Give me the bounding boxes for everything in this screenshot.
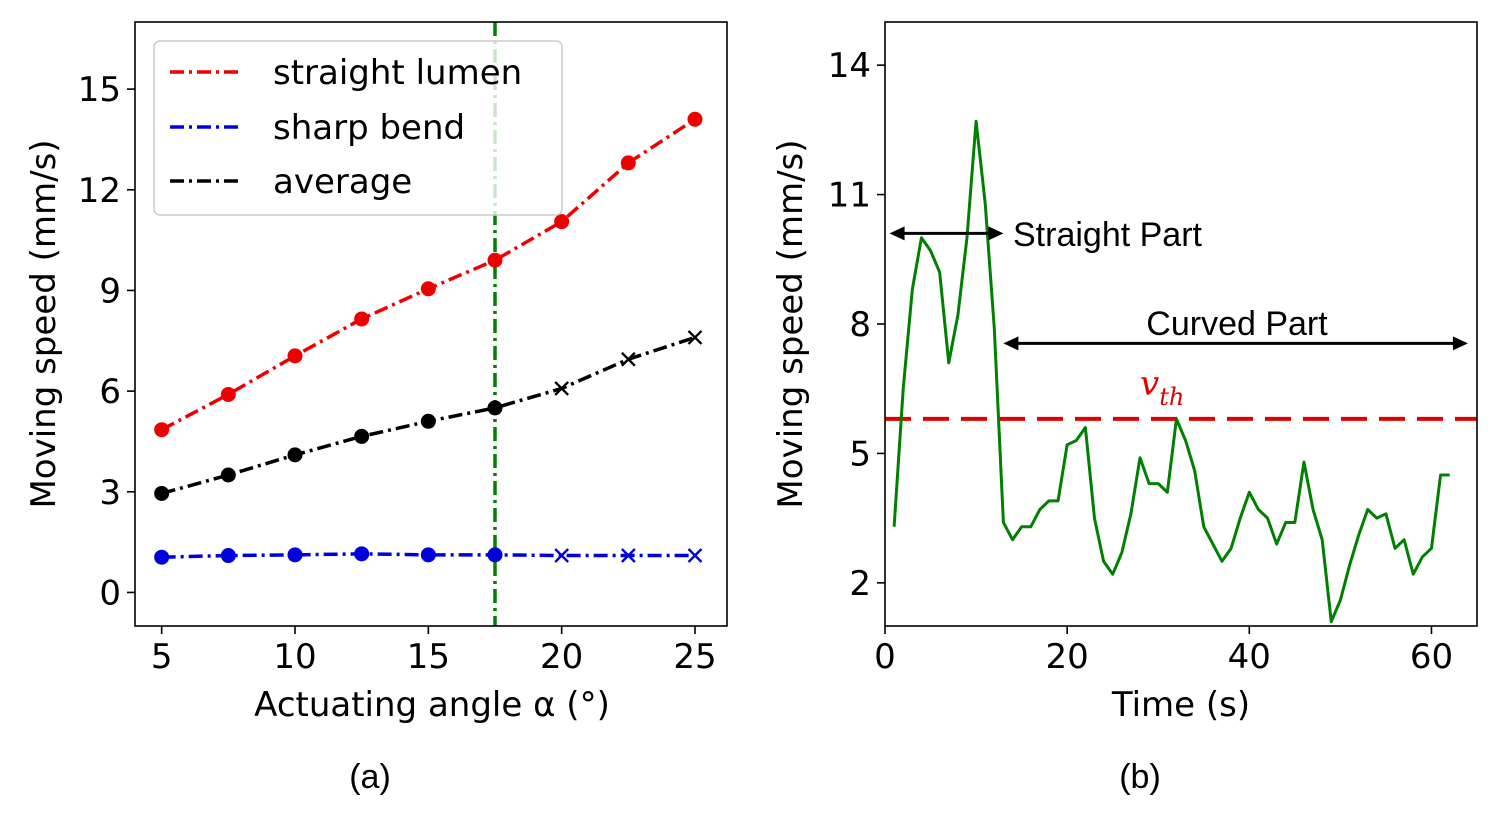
panel-a-series-layer — [154, 22, 703, 626]
panel-a-y-tick-label: 0 — [99, 573, 121, 613]
data-point-straight-lumen — [554, 214, 570, 230]
data-point-average — [554, 381, 570, 396]
threshold-symbol: v — [1140, 364, 1159, 404]
threshold-subscript: th — [1159, 383, 1184, 411]
data-point-sharp-bend — [487, 547, 503, 563]
data-point-sharp-bend — [354, 546, 370, 562]
x-marker-stroke — [620, 351, 636, 367]
panel-b-x-tick-label: 40 — [1228, 637, 1271, 677]
annotation-arrow-curved-part — [1003, 336, 1468, 351]
panel-a-legend: straight lumen sharp bend average — [153, 40, 563, 216]
panel-a-x-tick-label: 20 — [540, 637, 583, 677]
panel-b-y-tick-label: 14 — [828, 46, 871, 86]
data-point-average — [287, 447, 303, 463]
panel-b-y-tick-label: 5 — [849, 434, 871, 474]
panel-a-y-axis-label: Moving speed (mm/s) — [24, 139, 64, 508]
data-point-sharp-bend — [554, 548, 570, 563]
x-marker-stroke — [687, 330, 703, 345]
panel-b-y-tick-label: 8 — [849, 305, 871, 345]
data-point-straight-lumen — [620, 155, 636, 171]
panel-a-x-tick-label: 25 — [673, 637, 716, 677]
data-point-sharp-bend — [287, 547, 303, 563]
panel-b-ticks: 0 20 40 60 2 5 8 11 14 — [828, 46, 1453, 677]
panel-a-x-tick-label: 15 — [407, 637, 450, 677]
data-point-straight-lumen — [687, 111, 703, 127]
x-marker-stroke — [620, 548, 636, 563]
panel-a-ticks: 5 10 15 20 25 0 3 6 9 12 15 — [78, 70, 717, 677]
threshold-label: vth — [1140, 364, 1184, 411]
panel-b-x-tick-label: 60 — [1410, 637, 1453, 677]
x-marker-stroke — [554, 548, 570, 563]
data-point-sharp-bend — [220, 548, 236, 564]
arrow-head-right — [988, 226, 1004, 241]
data-point-straight-lumen — [354, 311, 370, 327]
panel-a-y-tick-label: 15 — [78, 70, 121, 110]
arrow-head-left — [1003, 336, 1019, 351]
data-point-sharp-bend — [620, 548, 636, 563]
arrow-head-left — [889, 226, 905, 241]
legend-label-straight-lumen: straight lumen — [273, 53, 522, 93]
panel-a-x-tick-label: 10 — [273, 637, 316, 677]
panel-b-y-tick-label: 2 — [849, 564, 871, 604]
panel-b-plot-frame — [884, 21, 1478, 627]
panel-a-y-tick-label: 12 — [78, 171, 121, 211]
panel-b-caption: (b) — [1119, 758, 1161, 796]
x-marker-stroke — [554, 381, 570, 396]
panel-b-x-tick-label: 20 — [1046, 637, 1089, 677]
series-line-speed — [892, 119, 1450, 624]
panel-a-y-tick-label: 9 — [99, 271, 121, 311]
data-point-sharp-bend — [154, 549, 170, 565]
panel-a-x-axis-label: Actuating angle α (°) — [254, 685, 610, 725]
panel-b-y-tick-label: 11 — [828, 176, 871, 216]
data-point-straight-lumen — [420, 281, 436, 297]
panel-a-y-tick-label: 3 — [99, 473, 121, 513]
legend-box — [153, 40, 563, 216]
data-point-average — [487, 400, 503, 416]
panel-a-caption: (a) — [349, 758, 391, 796]
panel-b-y-axis-label: Moving speed (mm/s) — [771, 139, 811, 508]
series-line-sharp-bend — [161, 552, 695, 559]
panel-b-chart: 0 20 40 60 2 5 8 11 14 vth Straight Part Curved … — [771, 21, 1478, 796]
legend-label-average: average — [273, 162, 412, 202]
legend-label-sharp-bend: sharp bend — [273, 108, 465, 148]
panel-a-y-tick-label: 6 — [99, 372, 121, 412]
panel-a-plot-frame — [134, 21, 728, 627]
data-point-straight-lumen — [154, 422, 170, 438]
annotation-straight-part: Straight Part — [1013, 216, 1203, 254]
panel-b-series-layer — [885, 119, 1477, 624]
data-point-straight-lumen — [487, 252, 503, 268]
data-point-sharp-bend — [687, 548, 703, 563]
data-point-average — [154, 485, 170, 501]
data-point-sharp-bend — [420, 547, 436, 563]
panel-a-chart: 5 10 15 20 25 0 3 6 9 12 15 straight lumen sharp b… — [24, 21, 728, 796]
data-point-average — [687, 330, 703, 345]
panel-b-x-axis-label: Time (s) — [1111, 685, 1250, 725]
data-point-average — [420, 413, 436, 429]
annotation-arrow-straight-part — [889, 226, 1004, 241]
data-point-average — [354, 428, 370, 444]
data-point-average — [620, 351, 636, 367]
x-marker-stroke — [687, 548, 703, 563]
panel-b-x-tick-label: 0 — [874, 637, 896, 677]
panel-a-x-tick-label: 5 — [151, 637, 173, 677]
arrow-head-right — [1452, 336, 1468, 351]
data-point-average — [220, 467, 236, 483]
data-point-straight-lumen — [220, 386, 236, 402]
data-point-straight-lumen — [287, 348, 303, 364]
annotation-curved-part: Curved Part — [1146, 305, 1328, 343]
